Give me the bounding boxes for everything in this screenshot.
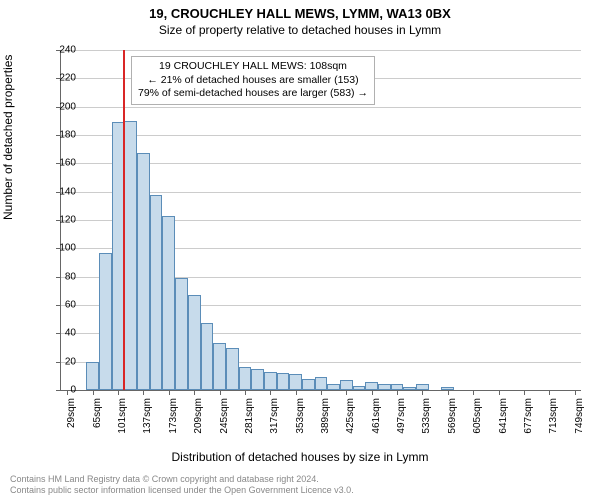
histogram-bar: [340, 380, 353, 390]
xtick-mark: [169, 390, 170, 395]
chart-title-main: 19, CROUCHLEY HALL MEWS, LYMM, WA13 0BX: [0, 0, 600, 21]
gridline: [61, 50, 581, 51]
xtick-label: 569sqm: [447, 398, 458, 434]
ytick-label: 200: [52, 101, 76, 112]
histogram-bar: [365, 382, 378, 391]
annotation-line1: 19 CROUCHLEY HALL MEWS: 108sqm: [138, 60, 368, 74]
xtick-mark: [372, 390, 373, 395]
ytick-label: 80: [52, 271, 76, 282]
xtick-mark: [524, 390, 525, 395]
histogram-bar: [150, 195, 163, 391]
xtick-mark: [245, 390, 246, 395]
plot-area: 19 CROUCHLEY HALL MEWS: 108sqm ← 21% of …: [60, 50, 581, 391]
x-axis-label: Distribution of detached houses by size …: [0, 450, 600, 464]
histogram-bar: [353, 386, 366, 390]
xtick-mark: [473, 390, 474, 395]
histogram-bar: [201, 323, 214, 390]
xtick-mark: [270, 390, 271, 395]
xtick-label: 353sqm: [295, 398, 306, 434]
xtick-mark: [549, 390, 550, 395]
annotation-line3: 79% of semi-detached houses are larger (…: [138, 87, 368, 101]
histogram-bar: [251, 369, 264, 390]
xtick-label: 101sqm: [117, 398, 128, 434]
xtick-label: 497sqm: [396, 398, 407, 434]
xtick-mark: [321, 390, 322, 395]
xtick-label: 317sqm: [269, 398, 280, 434]
ytick-label: 60: [52, 300, 76, 311]
xtick-label: 425sqm: [345, 398, 356, 434]
xtick-label: 65sqm: [92, 398, 103, 428]
histogram-bar: [315, 377, 328, 390]
xtick-label: 209sqm: [193, 398, 204, 434]
xtick-label: 29sqm: [66, 398, 77, 428]
footer-line1: Contains HM Land Registry data © Crown c…: [10, 474, 354, 485]
xtick-mark: [220, 390, 221, 395]
ytick-label: 0: [52, 385, 76, 396]
chart-title-sub: Size of property relative to detached ho…: [0, 21, 600, 37]
footer-line2: Contains public sector information licen…: [10, 485, 354, 496]
ytick-label: 120: [52, 215, 76, 226]
xtick-mark: [575, 390, 576, 395]
xtick-mark: [448, 390, 449, 395]
annotation-line2: ← 21% of detached houses are smaller (15…: [138, 74, 368, 88]
histogram-bar: [188, 295, 201, 390]
histogram-bar: [175, 278, 188, 390]
xtick-label: 749sqm: [574, 398, 585, 434]
histogram-bar: [213, 343, 226, 390]
xtick-mark: [296, 390, 297, 395]
histogram-bar: [289, 374, 302, 390]
xtick-mark: [93, 390, 94, 395]
xtick-mark: [118, 390, 119, 395]
chart-container: 19, CROUCHLEY HALL MEWS, LYMM, WA13 0BX …: [0, 0, 600, 500]
xtick-label: 281sqm: [244, 398, 255, 434]
xtick-label: 533sqm: [421, 398, 432, 434]
histogram-bar: [86, 362, 99, 390]
xtick-mark: [194, 390, 195, 395]
property-marker-line: [123, 50, 125, 390]
xtick-mark: [499, 390, 500, 395]
xtick-label: 173sqm: [168, 398, 179, 434]
histogram-bar: [239, 367, 252, 390]
xtick-mark: [397, 390, 398, 395]
ytick-label: 140: [52, 186, 76, 197]
histogram-bar: [264, 372, 277, 390]
xtick-label: 245sqm: [219, 398, 230, 434]
annotation-box: 19 CROUCHLEY HALL MEWS: 108sqm ← 21% of …: [131, 56, 375, 105]
histogram-bar: [277, 373, 290, 390]
histogram-bar: [124, 121, 137, 390]
histogram-bar: [302, 379, 315, 390]
ytick-label: 220: [52, 73, 76, 84]
xtick-mark: [422, 390, 423, 395]
xtick-label: 137sqm: [142, 398, 153, 434]
xtick-label: 389sqm: [320, 398, 331, 434]
histogram-bar: [99, 253, 112, 390]
xtick-label: 605sqm: [472, 398, 483, 434]
histogram-bar: [137, 153, 150, 390]
ytick-label: 100: [52, 243, 76, 254]
xtick-mark: [143, 390, 144, 395]
histogram-bar: [162, 216, 175, 390]
footer-attribution: Contains HM Land Registry data © Crown c…: [10, 474, 354, 496]
histogram-bar: [378, 384, 391, 390]
ytick-label: 40: [52, 328, 76, 339]
gridline: [61, 135, 581, 136]
gridline: [61, 107, 581, 108]
ytick-label: 20: [52, 356, 76, 367]
xtick-label: 641sqm: [498, 398, 509, 434]
histogram-bar: [403, 387, 416, 390]
ytick-label: 160: [52, 158, 76, 169]
xtick-label: 677sqm: [523, 398, 534, 434]
ytick-label: 240: [52, 45, 76, 56]
ytick-label: 180: [52, 130, 76, 141]
xtick-mark: [346, 390, 347, 395]
xtick-label: 713sqm: [548, 398, 559, 434]
histogram-bar: [226, 348, 239, 391]
histogram-bar: [327, 384, 340, 390]
xtick-label: 461sqm: [371, 398, 382, 434]
y-axis-label: Number of detached properties: [1, 55, 15, 220]
